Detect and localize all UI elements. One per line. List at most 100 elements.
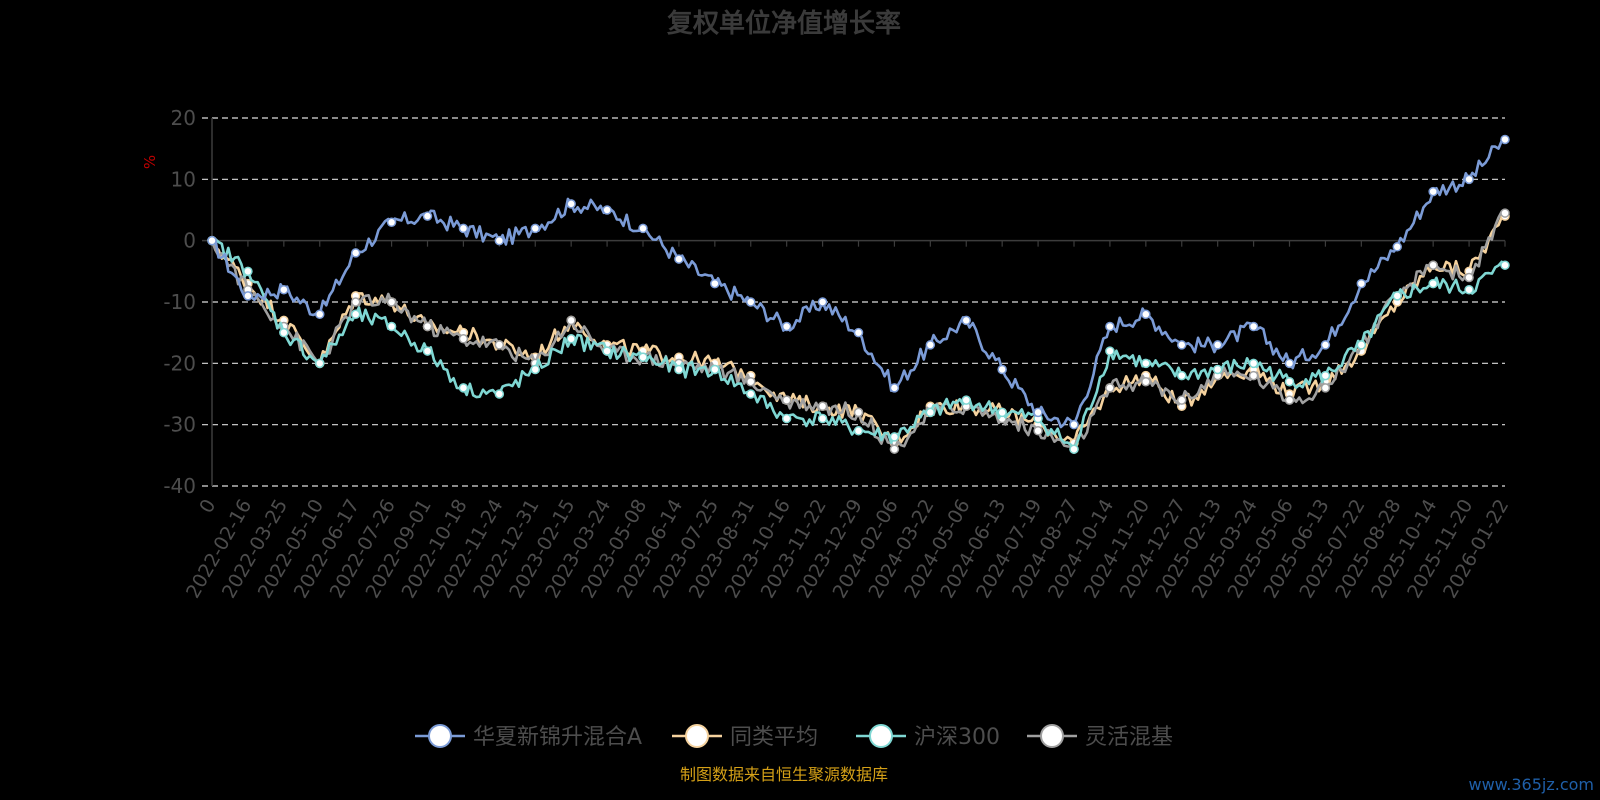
- data-point: [1177, 370, 1187, 381]
- data-point: [458, 383, 469, 393]
- legend-item[interactable]: 同类平均: [672, 724, 818, 750]
- legend-marker: [869, 724, 893, 748]
- data-point: [1356, 278, 1367, 289]
- data-point: [1284, 395, 1295, 405]
- data-point: [422, 346, 433, 356]
- legend-label: 华夏新锦升混合A: [473, 725, 642, 750]
- data-point: [781, 395, 792, 405]
- legend-item[interactable]: 华夏新锦升混合A: [415, 724, 642, 750]
- data-point: [279, 284, 289, 295]
- data-point: [710, 364, 720, 375]
- data-point: [997, 364, 1007, 375]
- data-point: [422, 321, 433, 332]
- data-point: [279, 327, 289, 338]
- data-point: [1248, 358, 1259, 369]
- data-point: [1284, 358, 1295, 369]
- data-point: [1320, 340, 1331, 350]
- data-point: [781, 413, 792, 424]
- data-point: [494, 389, 505, 399]
- watermark: www.365jz.com: [1468, 775, 1594, 794]
- data-point: [781, 321, 792, 332]
- series-2: [207, 235, 1510, 454]
- legend-label: 沪深300: [914, 725, 1000, 750]
- data-point: [1177, 340, 1187, 350]
- data-point: [1500, 260, 1510, 270]
- data-point: [817, 401, 828, 412]
- data-point: [566, 315, 576, 326]
- data-point: [853, 407, 864, 418]
- data-point: [1177, 395, 1187, 405]
- series-line: [211, 237, 1506, 451]
- data-point: [566, 199, 576, 209]
- y-tick-label: 20: [171, 106, 196, 130]
- data-point: [1105, 321, 1115, 332]
- data-point: [1069, 419, 1079, 430]
- data-point: [1320, 383, 1331, 393]
- data-point: [674, 364, 684, 375]
- data-point: [1464, 174, 1474, 185]
- data-point: [1428, 278, 1438, 289]
- y-tick-label: -10: [163, 290, 196, 314]
- data-point: [1141, 309, 1151, 320]
- data-point: [1105, 383, 1115, 393]
- series-line: [211, 138, 1506, 429]
- data-point: [889, 383, 900, 393]
- data-point: [1500, 134, 1510, 145]
- data-point: [1069, 444, 1079, 454]
- data-point: [889, 432, 900, 442]
- data-point: [1141, 376, 1151, 387]
- data-point: [817, 297, 828, 307]
- data-point: [315, 358, 325, 369]
- legend-marker: [428, 724, 452, 748]
- data-point: [350, 309, 361, 320]
- data-point: [997, 407, 1007, 418]
- data-point: [746, 376, 756, 387]
- data-point: [961, 395, 971, 405]
- chart-title: 复权单位净值增长率: [667, 8, 901, 39]
- y-tick-label: -20: [163, 351, 196, 375]
- data-point: [1428, 260, 1438, 270]
- data-point: [350, 248, 361, 258]
- y-tick-label: 0: [183, 229, 196, 253]
- data-point: [243, 266, 253, 277]
- data-point: [889, 444, 900, 454]
- data-point: [350, 297, 361, 307]
- data-point: [1464, 284, 1474, 295]
- data-point: [1212, 364, 1223, 375]
- data-point: [1500, 208, 1510, 218]
- legend-item[interactable]: 沪深300: [856, 724, 1000, 750]
- data-point: [1105, 346, 1115, 356]
- series-0: [207, 134, 1510, 430]
- data-point: [674, 254, 684, 264]
- y-tick-label: 10: [171, 167, 196, 191]
- data-point: [530, 223, 540, 234]
- data-point: [817, 413, 828, 424]
- data-point: [386, 217, 397, 228]
- data-point: [1428, 186, 1438, 197]
- legend-item[interactable]: 灵活混基: [1027, 724, 1173, 750]
- data-point: [602, 205, 612, 215]
- data-point: [925, 407, 936, 418]
- data-point: [566, 334, 576, 344]
- data-point: [1464, 272, 1474, 283]
- data-point: [386, 321, 397, 332]
- source-note: 制图数据来自恒生聚源数据库: [680, 765, 888, 784]
- data-point: [746, 389, 756, 399]
- legend-marker: [1040, 724, 1064, 748]
- data-point: [315, 309, 325, 320]
- y-axis: 20 10 0 -10 -20 -30 -40: [163, 106, 213, 498]
- data-point: [1033, 407, 1043, 418]
- data-point: [1320, 370, 1331, 381]
- legend-label: 灵活混基: [1085, 725, 1173, 750]
- data-point: [1392, 242, 1402, 252]
- y-tick-label: -40: [163, 474, 196, 498]
- data-point: [853, 327, 864, 338]
- data-point: [1248, 321, 1259, 332]
- data-point: [386, 297, 397, 307]
- series-layer: [207, 134, 1510, 454]
- legend-marker: [685, 724, 709, 748]
- data-point: [458, 334, 469, 344]
- data-point: [853, 426, 864, 436]
- data-point: [422, 211, 433, 221]
